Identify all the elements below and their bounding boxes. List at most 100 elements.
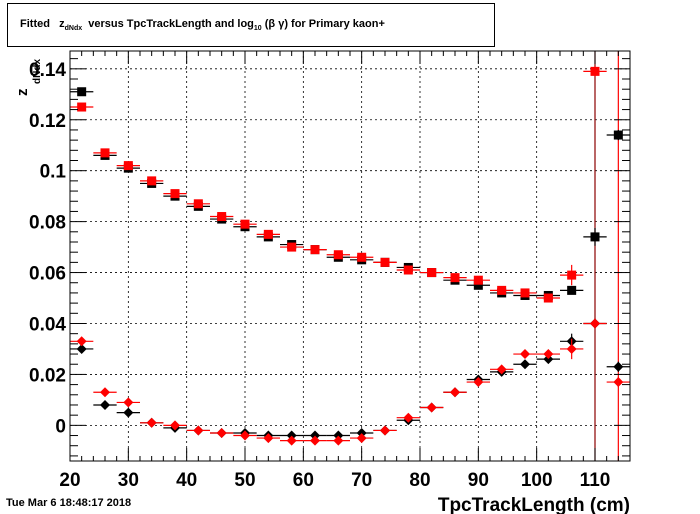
data-point xyxy=(123,161,133,171)
x-tick-label: 70 xyxy=(351,470,372,491)
data-point xyxy=(287,242,297,252)
data-point xyxy=(473,275,483,285)
y-tick-label: 0.08 xyxy=(29,213,66,234)
y-axis-title-sub: dNdx xyxy=(32,59,43,84)
data-point xyxy=(77,102,87,112)
data-point xyxy=(403,412,414,423)
data-point xyxy=(100,148,110,158)
data-point xyxy=(613,361,624,372)
title-log-sub: 10 xyxy=(253,25,262,33)
data-point xyxy=(403,265,413,275)
data-point xyxy=(496,364,507,375)
data-point xyxy=(590,232,600,242)
data-point xyxy=(380,425,390,436)
data-point xyxy=(427,268,437,278)
data-point xyxy=(193,199,203,209)
y-tick-label: 0.02 xyxy=(29,365,66,386)
data-point xyxy=(473,280,483,290)
data-point xyxy=(100,399,110,410)
data-point xyxy=(333,430,344,441)
data-point xyxy=(286,430,297,441)
data-point xyxy=(310,245,320,255)
data-point xyxy=(310,435,320,446)
data-point xyxy=(520,349,530,360)
title-z: z xyxy=(59,18,65,30)
y-tick-label: 0 xyxy=(55,416,66,437)
data-point xyxy=(520,288,530,298)
data-point xyxy=(543,293,553,303)
y-tick-label: 0.04 xyxy=(29,314,66,335)
data-point xyxy=(240,219,250,229)
axis-ticks xyxy=(69,51,631,461)
y-tick-label: 0.12 xyxy=(29,111,66,132)
title-mid: versus TpcTrackLength and log xyxy=(88,18,254,30)
data-point xyxy=(333,250,343,260)
data-point xyxy=(356,433,367,444)
x-tick-label: 60 xyxy=(293,470,314,491)
data-point xyxy=(543,349,554,360)
data-point xyxy=(170,420,180,431)
series-2 xyxy=(70,66,607,303)
data-point xyxy=(356,427,367,438)
data-point xyxy=(497,285,507,295)
plot-frame xyxy=(69,50,631,462)
data-point xyxy=(426,402,437,413)
data-point xyxy=(590,66,600,76)
data-markers xyxy=(70,66,630,446)
data-point xyxy=(240,430,250,441)
grid xyxy=(69,51,630,461)
data-point xyxy=(543,354,554,365)
data-point xyxy=(520,359,530,370)
data-point xyxy=(217,212,227,222)
data-point xyxy=(613,377,624,388)
y-axis-title-main: z xyxy=(14,89,31,97)
x-tick-label: 30 xyxy=(118,470,139,491)
data-point xyxy=(590,318,600,329)
y-tick-label: 0.14 xyxy=(29,60,66,81)
data-point xyxy=(216,427,227,438)
data-point xyxy=(146,417,157,428)
chart-title: Fitted zdNdx versus TpcTrackLength and l… xyxy=(20,18,385,32)
data-point xyxy=(357,252,367,262)
data-point xyxy=(613,130,623,140)
data-point xyxy=(123,397,134,408)
data-point xyxy=(567,285,577,295)
data-point xyxy=(147,176,157,186)
data-point xyxy=(263,229,273,239)
series-1 xyxy=(70,87,630,300)
tick-labels: 20 30 40 50 60 70 80 90 100 110 0 0.02 0.04 0.06 0.08 0… xyxy=(29,60,610,491)
data-point xyxy=(100,387,110,398)
data-point xyxy=(473,377,484,388)
data-point xyxy=(450,387,460,398)
x-tick-label: 20 xyxy=(59,470,80,491)
data-point xyxy=(193,425,204,436)
data-point xyxy=(76,343,87,354)
data-point xyxy=(333,435,344,446)
timestamp: Tue Mar 6 18:48:17 2018 xyxy=(6,497,132,509)
data-point xyxy=(77,87,87,97)
data-point xyxy=(566,343,577,354)
y-axis-title: z dNdx xyxy=(14,59,43,96)
data-point xyxy=(76,336,87,347)
x-tick-label: 50 xyxy=(234,470,255,491)
x-tick-label: 90 xyxy=(468,470,489,491)
title-box: Fitted zdNdx versus TpcTrackLength and l… xyxy=(7,3,495,47)
data-point xyxy=(286,435,297,446)
vertical-lines xyxy=(594,51,619,461)
data-point xyxy=(310,430,320,441)
data-point xyxy=(263,433,274,444)
x-axis-title: TpcTrackLength (cm) xyxy=(438,495,630,514)
series-4 xyxy=(70,318,630,446)
x-tick-label: 80 xyxy=(409,470,430,491)
title-z-sub: dNdx xyxy=(64,25,83,33)
y-tick-label: 0.06 xyxy=(29,264,66,285)
x-tick-label: 100 xyxy=(521,470,553,491)
title-fitted: Fitted xyxy=(20,18,50,30)
title-tail: (β γ) for Primary kaon+ xyxy=(264,18,385,30)
y-tick-label: 0.1 xyxy=(40,162,67,183)
data-point xyxy=(567,270,577,280)
data-point xyxy=(380,257,390,267)
x-tick-label: 110 xyxy=(580,470,611,491)
data-point xyxy=(170,189,180,199)
